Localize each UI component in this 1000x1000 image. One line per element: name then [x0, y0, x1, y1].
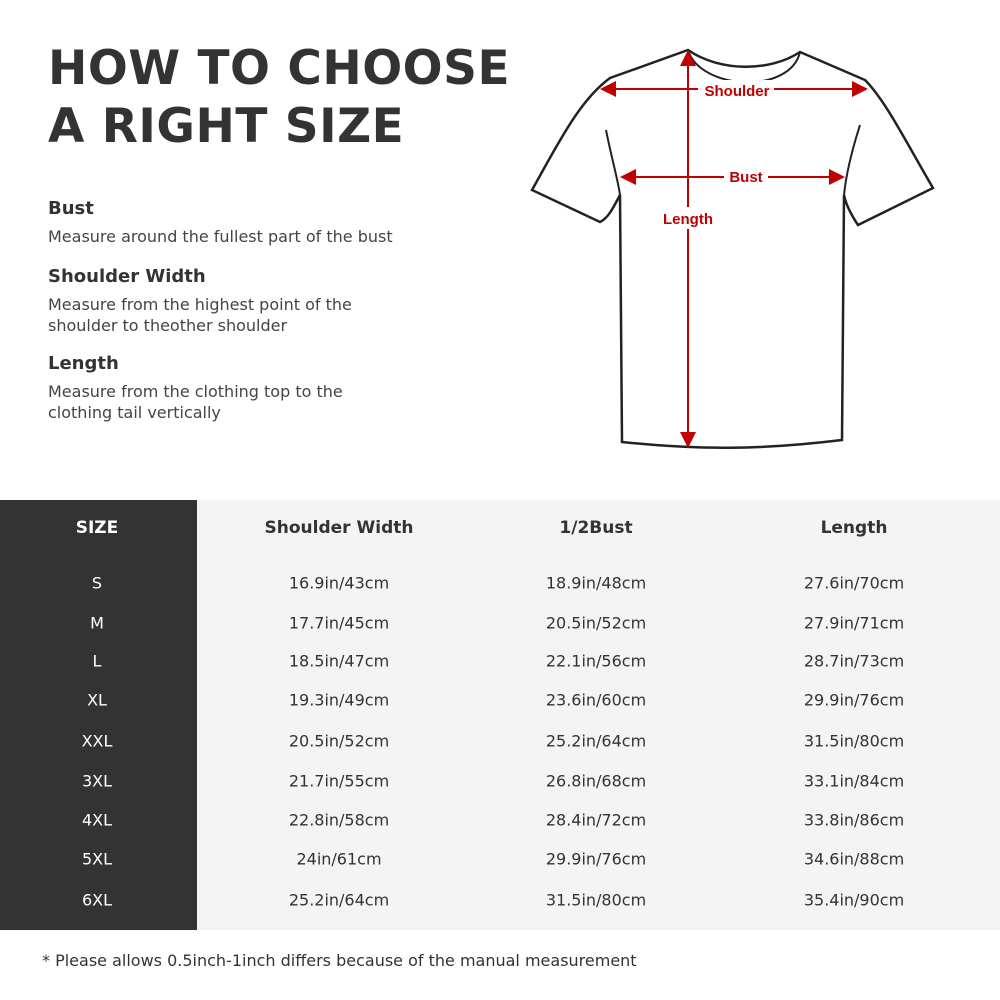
bust-label: Bust: [729, 169, 762, 186]
table-cell: 29.9in/76cm: [803, 690, 905, 710]
table-cell: 24in/61cm: [296, 849, 382, 869]
measurement-note: * Please allows 0.5inch-1inch differs be…: [42, 951, 637, 970]
shoulder-label: Shoulder: [704, 83, 769, 100]
size-label: XXL: [81, 731, 113, 751]
table-cell: 33.8in/86cm: [803, 810, 905, 830]
table-cell: 22.8in/58cm: [288, 810, 390, 830]
bust-text: Measure around the fullest part of the b…: [48, 227, 393, 246]
length-text-2: clothing tail vertically: [48, 403, 221, 422]
shoulder-text-1: Measure from the highest point of the: [48, 295, 352, 314]
length-heading: Length: [48, 353, 119, 374]
table-cell: 31.5in/80cm: [545, 890, 647, 910]
size-label: XL: [87, 690, 107, 710]
table-cell: 35.4in/90cm: [803, 890, 905, 910]
table-cell: 27.9in/71cm: [803, 613, 905, 633]
table-cell: 28.7in/73cm: [803, 651, 905, 671]
length-label: Length: [663, 211, 713, 228]
shoulder-heading: Shoulder Width: [48, 266, 206, 287]
table-cell: 28.4in/72cm: [545, 810, 647, 830]
table-cell: 27.6in/70cm: [803, 573, 905, 593]
table-cell: 26.8in/68cm: [545, 771, 647, 791]
table-cell: 21.7in/55cm: [288, 771, 390, 791]
tshirt-outline: [530, 48, 935, 450]
table-cell: 19.3in/49cm: [288, 690, 390, 710]
table-cell: 16.9in/43cm: [288, 573, 390, 593]
table-cell: 17.7in/45cm: [288, 613, 390, 633]
bust-heading: Bust: [48, 198, 94, 219]
table-cell: 22.1in/56cm: [545, 651, 647, 671]
size-column-bg: [0, 500, 197, 930]
table-cell: 20.5in/52cm: [288, 731, 390, 751]
size-label: 3XL: [81, 771, 113, 791]
table-cell: 25.2in/64cm: [545, 731, 647, 751]
shoulder-text-2: shoulder to theother shoulder: [48, 316, 288, 335]
column-header: SIZE: [75, 518, 119, 538]
length-text-1: Measure from the clothing top to the: [48, 382, 343, 401]
table-cell: 23.6in/60cm: [545, 690, 647, 710]
title-line-2: A RIGHT SIZE: [48, 99, 405, 154]
table-cell: 18.9in/48cm: [545, 573, 647, 593]
page-title: HOW TO CHOOSE A RIGHT SIZE: [48, 40, 510, 156]
size-label: M: [90, 613, 104, 633]
table-cell: 18.5in/47cm: [288, 651, 390, 671]
size-label: L: [92, 651, 102, 671]
tshirt-diagram: Shoulder Bust Length: [530, 48, 935, 450]
table-cell: 20.5in/52cm: [545, 613, 647, 633]
size-label: 5XL: [81, 849, 113, 869]
column-header: 1/2Bust: [559, 518, 633, 538]
table-cell: 34.6in/88cm: [803, 849, 905, 869]
table-cell: 29.9in/76cm: [545, 849, 647, 869]
size-label: 6XL: [81, 890, 113, 910]
table-cell: 31.5in/80cm: [803, 731, 905, 751]
title-line-1: HOW TO CHOOSE: [48, 41, 511, 96]
column-header: Shoulder Width: [264, 518, 414, 538]
table-cell: 33.1in/84cm: [803, 771, 905, 791]
size-label: 4XL: [81, 810, 113, 830]
size-label: S: [91, 573, 103, 593]
column-header: Length: [820, 518, 888, 538]
table-cell: 25.2in/64cm: [288, 890, 390, 910]
